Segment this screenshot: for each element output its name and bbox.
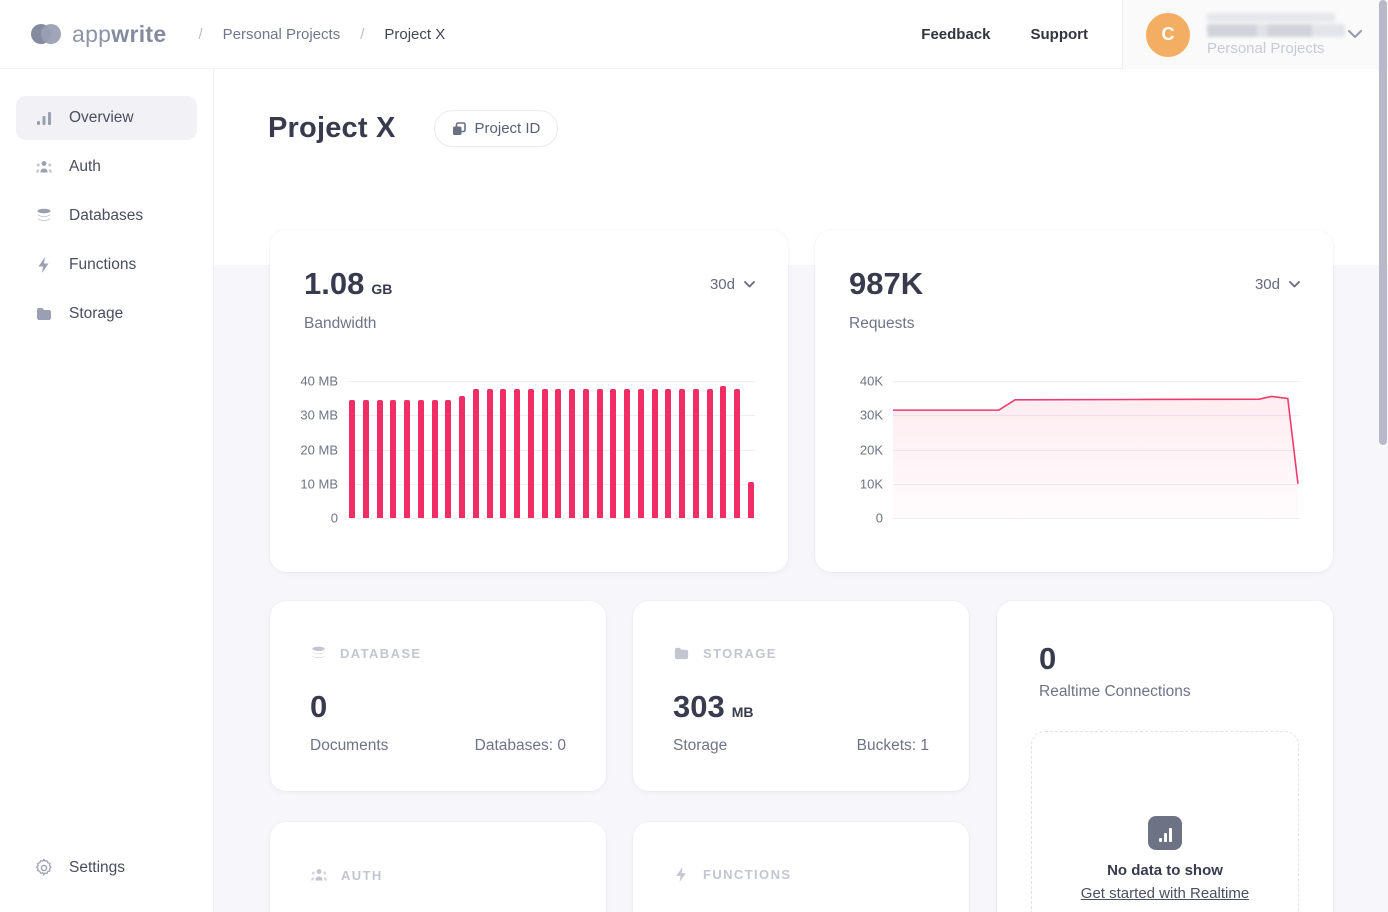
database-card[interactable]: DATABASE 0 Documents Databases: 0 <box>270 601 606 791</box>
storage-section-head: STORAGE <box>673 645 777 662</box>
appwrite-logo-icon <box>31 24 61 44</box>
sidebar-item-auth[interactable]: Auth <box>16 145 197 189</box>
databases-count-label: Databases: 0 <box>474 737 566 754</box>
functions-card[interactable]: FUNCTIONS <box>633 822 969 912</box>
gear-icon <box>35 859 52 876</box>
project-id-label: Project ID <box>474 120 541 137</box>
bandwidth-bars <box>348 381 755 518</box>
avatar: C <box>1146 12 1190 57</box>
bandwidth-range-select[interactable]: 30d <box>710 276 755 293</box>
account-menu[interactable]: C Personal Projects <box>1122 0 1388 69</box>
breadcrumb-separator: / <box>198 25 203 43</box>
realtime-empty-state: No data to show Get started with Realtim… <box>1031 731 1299 912</box>
auth-card[interactable]: AUTH <box>270 822 606 912</box>
account-org-label: Personal Projects <box>1207 39 1325 57</box>
appwrite-logo-text: appwrite <box>72 20 167 47</box>
functions-section-head: FUNCTIONS <box>673 866 791 883</box>
appwrite-logo[interactable]: appwrite <box>30 21 166 48</box>
sidebar-item-settings[interactable]: Settings <box>16 846 197 890</box>
bandwidth-unit: GB <box>371 281 393 297</box>
bandwidth-plot: 0 10 MB 20 MB 30 MB 40 MB <box>300 374 755 526</box>
requests-line-svg <box>893 381 1300 518</box>
sidebar-item-overview[interactable]: Overview <box>16 96 197 140</box>
get-started-realtime-link[interactable]: Get started with Realtime <box>1080 885 1250 902</box>
lightning-icon <box>676 866 686 883</box>
requests-label: Requests <box>849 315 915 332</box>
documents-label: Documents <box>310 737 389 754</box>
realtime-count: 0 <box>1039 641 1057 676</box>
main-content: Project X Project ID 1.08 GB 30d Bandwidt… <box>214 69 1388 912</box>
breadcrumb-separator: / <box>360 25 365 43</box>
requests-range-select[interactable]: 30d <box>1255 276 1300 293</box>
bandwidth-label: Bandwidth <box>304 315 377 332</box>
users-icon <box>311 869 327 881</box>
auth-section-head: AUTH <box>310 866 383 884</box>
sidebar-item-databases[interactable]: Databases <box>16 194 197 238</box>
sidebar-item-functions[interactable]: Functions <box>16 243 197 287</box>
realtime-card: 0 Realtime Connections No data to show G… <box>997 601 1333 912</box>
sidebar-item-label: Settings <box>69 859 126 876</box>
users-icon <box>36 161 52 173</box>
sidebar: Overview Auth Databases <box>0 69 214 912</box>
chart-placeholder-icon <box>1148 816 1182 850</box>
no-data-text: No data to show <box>1107 862 1223 879</box>
account-info: Personal Projects <box>1207 12 1345 57</box>
sidebar-item-storage[interactable]: Storage <box>16 292 197 336</box>
storage-label: Storage <box>673 737 728 754</box>
chevron-down-icon <box>1348 30 1362 38</box>
requests-chart: 0 10K 20K 30K 40K <box>849 374 1300 526</box>
bar-chart-icon <box>37 112 51 125</box>
folder-icon <box>674 647 689 660</box>
database-section-head: DATABASE <box>310 645 422 662</box>
sidebar-item-label: Databases <box>69 207 144 224</box>
sidebar-item-label: Auth <box>69 158 101 175</box>
lightning-icon <box>38 257 49 273</box>
project-id-button[interactable]: Project ID <box>433 110 559 147</box>
breadcrumb: / Personal Projects / Project X <box>198 26 445 43</box>
storage-unit: MB <box>731 704 754 720</box>
storage-card[interactable]: STORAGE 303 MB Storage Buckets: 1 <box>633 601 969 791</box>
requests-plot: 0 10K 20K 30K 40K <box>860 374 1300 526</box>
breadcrumb-project-x[interactable]: Project X <box>384 25 446 43</box>
storage-size: 303 MB <box>673 689 754 724</box>
sidebar-item-label: Overview <box>69 109 134 126</box>
realtime-label: Realtime Connections <box>1039 683 1191 700</box>
top-bar: appwrite / Personal Projects / Project X… <box>0 0 1388 69</box>
sidebar-item-label: Functions <box>69 256 137 273</box>
bandwidth-card: 1.08 GB 30d Bandwidth 0 10 MB 20 MB 30 MB 40 … <box>270 230 788 572</box>
database-icon <box>37 208 51 221</box>
feedback-link[interactable]: Feedback <box>921 25 991 43</box>
redacted-user-name <box>1207 12 1345 37</box>
chevron-down-icon <box>1289 281 1300 288</box>
page-title: Project X <box>268 112 396 144</box>
database-icon <box>312 646 325 658</box>
vertical-scrollbar[interactable] <box>1379 0 1387 445</box>
header-links: Feedback Support <box>921 26 1088 43</box>
folder-icon <box>37 308 51 320</box>
chevron-down-icon <box>744 281 755 288</box>
bandwidth-value: 1.08 GB <box>304 266 393 301</box>
documents-count: 0 <box>310 689 328 724</box>
copy-icon <box>452 121 466 135</box>
bandwidth-chart: 0 10 MB 20 MB 30 MB 40 MB <box>300 374 755 526</box>
sidebar-item-label: Storage <box>69 305 124 322</box>
support-link[interactable]: Support <box>1030 25 1089 43</box>
buckets-count-label: Buckets: 1 <box>856 737 929 754</box>
requests-card: 987K 30d Requests 0 10K 20K 30K 40K <box>815 230 1333 572</box>
requests-value: 987K <box>849 266 924 301</box>
breadcrumb-personal-projects[interactable]: Personal Projects <box>222 25 341 43</box>
